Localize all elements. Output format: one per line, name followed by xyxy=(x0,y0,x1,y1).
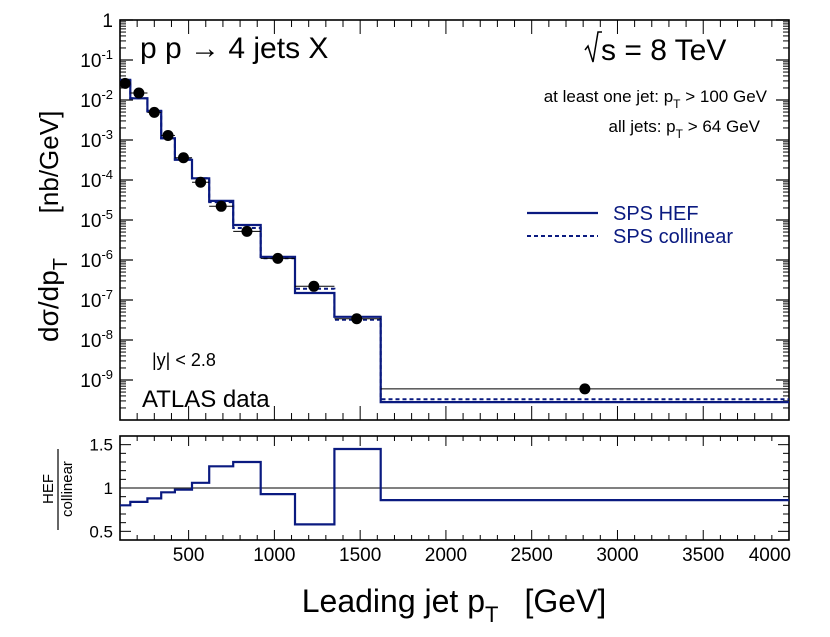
ratio-y-ticks: 1.5 1 0.5 xyxy=(89,436,789,541)
main-panel: 1 10-1 10-2 10-3 10-4 10-5 10-6 10-7 10-8 10-9 p … xyxy=(33,11,790,421)
main-y-tick-label: 10-1 xyxy=(80,47,113,72)
ratio-hef-over-collinear xyxy=(120,447,789,526)
main-y-tick-label: 10-5 xyxy=(80,207,113,232)
sqrt-sign-icon xyxy=(584,31,602,63)
main-y-tick-label: 10-9 xyxy=(80,367,113,392)
data-point xyxy=(162,129,174,141)
data-point xyxy=(579,383,591,395)
ratio-x-tick-label: 1500 xyxy=(339,545,381,566)
main-y-ticks: 1 10-1 10-2 10-3 10-4 10-5 10-6 10-7 10-8 10-9 xyxy=(80,11,789,409)
ratio-y-tick-label: 0.5 xyxy=(89,522,113,541)
ratio-x-tick-label: 500 xyxy=(173,545,205,566)
process-title: p p → 4 jets X xyxy=(140,32,328,65)
main-y-tick-label: 10-2 xyxy=(80,87,113,112)
rapidity-label: |y| < 2.8 xyxy=(152,350,216,370)
data-point xyxy=(308,280,320,292)
data-point xyxy=(148,106,160,118)
ratio-series xyxy=(120,447,789,526)
ratio-x-tick-label: 3000 xyxy=(596,545,638,566)
data-point xyxy=(215,200,227,212)
ratio-x-tick-label: 2500 xyxy=(511,545,553,566)
data-point xyxy=(351,313,363,325)
data-point xyxy=(195,176,207,188)
y-axis-label-units: [nb/GeV] xyxy=(34,111,64,214)
atlas-data-points xyxy=(119,77,789,395)
main-y-tick-label: 10-4 xyxy=(80,167,113,192)
ratio-x-tick-label: 3500 xyxy=(682,545,724,566)
series-sps-collinear xyxy=(120,78,789,401)
main-series xyxy=(120,78,789,404)
ratio-label-denominator: collinear xyxy=(59,461,76,517)
main-x-ticks xyxy=(136,20,790,420)
legend-label-hef: SPS HEF xyxy=(613,203,699,225)
ratio-x-tick-label: 2000 xyxy=(425,545,467,566)
main-y-tick-label: 10-7 xyxy=(80,287,113,312)
y-axis-label-main: dσ/dpT xyxy=(33,258,72,342)
main-y-tick-label: 10-6 xyxy=(80,247,113,272)
ratio-x-ticks: 500 1000 1500 2000 2500 3000 3500 4000 xyxy=(136,436,791,566)
data-point xyxy=(241,225,253,237)
data-point xyxy=(177,152,189,164)
ratio-panel: 1.510.5 500 1000 1500 2000 2500 3000 3500 4000 … xyxy=(40,435,791,627)
cut-one-jet-label: at least one jet: pT > 100 GeV xyxy=(544,87,768,111)
legend-label-collinear: SPS collinear xyxy=(613,226,733,248)
atlas-data-label: ATLAS data xyxy=(142,386,270,413)
energy-label: s = 8 TeV xyxy=(584,31,726,67)
data-point xyxy=(272,252,284,264)
ratio-y-tick-label: 1 xyxy=(104,479,113,498)
ratio-x-tick-label: 1000 xyxy=(253,545,295,566)
energy-label-text: s = 8 TeV xyxy=(601,34,726,67)
ratio-y-tick-label: 1.5 xyxy=(89,436,113,455)
cut-all-jets-label: all jets: pT > 64 GeV xyxy=(609,117,761,141)
main-y-tick-label: 10-8 xyxy=(80,327,113,352)
x-axis-label: Leading jet pT [GeV] xyxy=(302,583,607,627)
ratio-label-numerator: HEF xyxy=(40,474,57,504)
ratio-x-tick-label: 4000 xyxy=(749,545,791,566)
data-point xyxy=(119,77,131,89)
main-y-tick-label: 10-3 xyxy=(80,127,113,152)
legend: SPS HEF SPS collinear xyxy=(527,203,733,248)
main-y-tick-label: 1 xyxy=(102,11,113,32)
data-point xyxy=(133,87,145,99)
